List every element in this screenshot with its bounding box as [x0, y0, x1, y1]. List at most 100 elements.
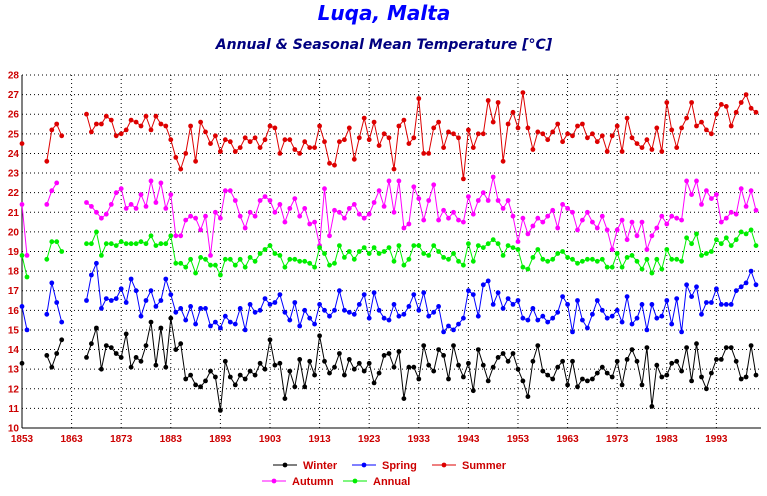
data-point-summer	[351, 156, 357, 162]
data-point-spring	[302, 307, 308, 313]
data-point-annual	[297, 258, 303, 264]
data-point-autumn	[411, 184, 417, 190]
data-point-autumn	[366, 211, 372, 217]
data-point-winter	[148, 319, 154, 325]
data-point-winter	[247, 368, 253, 374]
data-point-autumn	[416, 196, 422, 202]
data-point-autumn	[500, 206, 506, 211]
data-point-summer	[193, 158, 199, 164]
data-point-summer	[118, 131, 124, 137]
data-point-spring	[466, 288, 471, 294]
series-line-spring	[21, 306, 28, 331]
data-point-summer	[555, 121, 561, 127]
data-point-autumn	[585, 209, 590, 215]
data-point-summer	[674, 145, 680, 151]
data-point-summer	[649, 147, 655, 152]
data-point-spring	[99, 306, 104, 311]
data-point-spring	[431, 309, 437, 315]
data-point-autumn	[327, 233, 332, 239]
data-point-winter	[103, 343, 109, 348]
data-point-autumn	[183, 217, 189, 223]
data-point-autumn	[297, 213, 303, 219]
data-point-annual	[714, 237, 719, 243]
data-point-autumn	[669, 213, 675, 219]
data-point-autumn	[213, 209, 218, 215]
data-point-autumn	[431, 182, 437, 188]
data-point-summer	[411, 135, 417, 141]
data-point-winter	[322, 358, 327, 364]
data-point-winter	[307, 358, 313, 364]
data-point-spring	[436, 304, 441, 309]
y-tick-label: 15	[8, 325, 20, 336]
data-point-annual	[188, 256, 194, 262]
data-point-annual	[733, 237, 739, 243]
data-point-annual	[257, 251, 263, 256]
data-point-spring	[560, 294, 565, 299]
data-point-spring	[317, 302, 322, 307]
legend-item-summer: Summer	[432, 460, 507, 472]
data-point-summer	[342, 137, 347, 143]
data-point-autumn	[351, 202, 357, 207]
y-tick-label: 18	[8, 267, 20, 278]
data-point-annual	[342, 255, 347, 260]
data-point-autumn	[94, 209, 99, 215]
data-point-spring	[669, 321, 675, 327]
data-point-winter	[287, 368, 293, 374]
data-point-winter	[669, 360, 675, 366]
data-point-annual	[639, 266, 645, 272]
data-point-annual	[307, 260, 313, 266]
data-point-spring	[505, 296, 511, 301]
data-point-summer	[416, 96, 422, 101]
series-group	[19, 90, 759, 413]
data-point-summer	[366, 137, 372, 143]
data-point-winter	[560, 358, 565, 364]
data-point-autumn	[54, 180, 60, 186]
data-point-winter	[709, 370, 714, 376]
data-point-annual	[183, 264, 189, 270]
data-point-spring	[346, 309, 352, 315]
data-point-summer	[743, 92, 749, 97]
data-point-winter	[351, 366, 357, 372]
x-tick-label: 1853	[11, 434, 34, 445]
data-point-annual	[213, 262, 218, 268]
data-point-autumn	[654, 225, 660, 231]
data-point-summer	[396, 123, 402, 129]
data-point-autumn	[426, 198, 432, 203]
data-point-autumn	[371, 200, 377, 205]
data-point-annual	[203, 256, 208, 262]
data-point-spring	[416, 307, 422, 313]
y-tick-label: 22	[8, 188, 20, 199]
data-point-autumn	[277, 202, 283, 207]
data-point-summer	[694, 123, 699, 129]
data-point-spring	[59, 319, 65, 325]
data-point-autumn	[461, 219, 466, 225]
data-point-autumn	[218, 215, 223, 221]
data-point-autumn	[361, 215, 367, 221]
data-point-summer	[203, 129, 208, 135]
data-point-summer	[545, 137, 551, 143]
data-point-annual	[500, 253, 506, 258]
series-line-autumn	[21, 204, 28, 256]
data-point-summer	[317, 123, 322, 129]
data-point-spring	[108, 298, 114, 303]
data-point-annual	[103, 241, 109, 247]
data-point-summer	[386, 135, 392, 141]
data-point-spring	[158, 298, 164, 303]
data-point-summer	[188, 123, 194, 129]
data-point-spring	[629, 321, 635, 327]
data-point-annual	[118, 239, 124, 245]
series-line-autumn	[46, 182, 58, 205]
data-point-spring	[694, 284, 699, 290]
data-point-summer	[401, 117, 407, 123]
data-point-annual	[594, 258, 600, 264]
data-point-spring	[500, 306, 506, 311]
data-point-winter	[312, 372, 317, 378]
data-point-winter	[495, 355, 501, 360]
data-point-autumn	[193, 215, 199, 221]
data-point-summer	[292, 147, 298, 152]
data-point-spring	[262, 296, 268, 301]
legend-label-summer: Summer	[462, 460, 507, 472]
data-point-spring	[118, 286, 124, 292]
data-point-autumn	[510, 213, 516, 219]
data-point-autumn	[252, 213, 258, 219]
